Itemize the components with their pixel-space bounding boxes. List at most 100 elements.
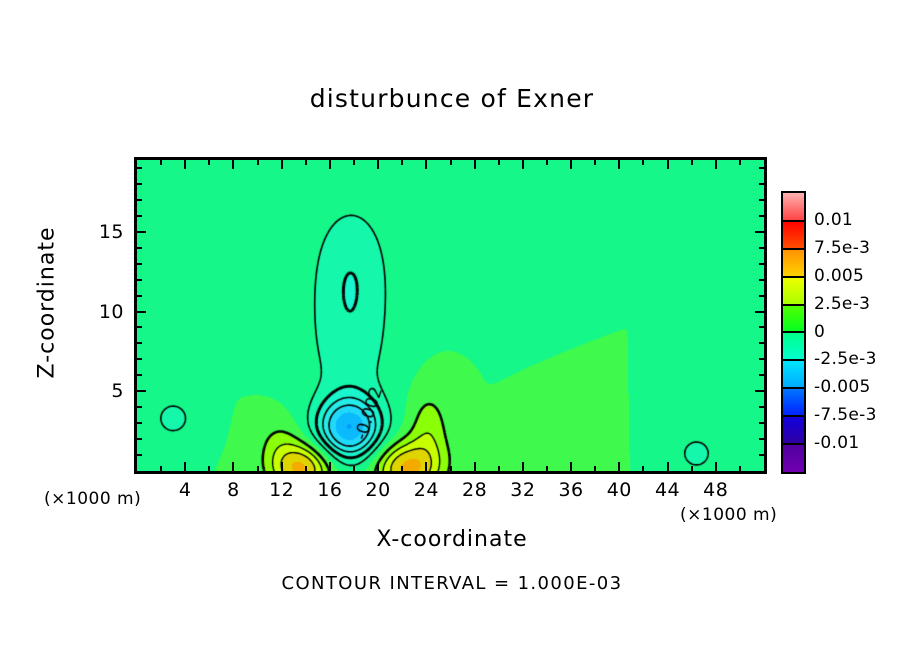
- colorbar-tick-label: -2.5e-3: [814, 349, 877, 370]
- y-axis-tick-right: [759, 294, 764, 297]
- x-axis-tick-top: [184, 160, 187, 169]
- x-axis-tick-top: [521, 160, 524, 169]
- y-axis-tick: [137, 326, 142, 329]
- y-axis-tick-right: [759, 438, 764, 441]
- y-axis-tick: [137, 182, 142, 185]
- y-axis-tick: [137, 358, 142, 361]
- x-axis-tick: [208, 466, 211, 471]
- x-axis-tick-top: [449, 160, 452, 165]
- y-axis-tick: [137, 454, 142, 457]
- colorbar-separator: [783, 247, 804, 250]
- colorbar-separator: [783, 415, 804, 418]
- y-axis-tick-right: [759, 246, 764, 249]
- y-axis-tick: [137, 342, 142, 345]
- y-axis-tick-right: [755, 230, 764, 233]
- x-axis-tick: [328, 462, 331, 471]
- y-axis-tick-right: [759, 278, 764, 281]
- x-axis-tick: [353, 466, 356, 471]
- x-tick-label: 32: [510, 479, 536, 501]
- x-tick-label: 48: [703, 479, 729, 501]
- x-axis-tick-top: [160, 160, 163, 165]
- x-tick-label: 28: [462, 479, 488, 501]
- colorbar-separator: [783, 387, 804, 390]
- x-axis-tick-top: [714, 160, 717, 169]
- colorbar-tick-label: 0.005: [814, 265, 865, 286]
- y-axis-tick: [137, 246, 142, 249]
- x-units-left-label: (×1000 m): [44, 489, 142, 509]
- x-axis-tick: [714, 462, 717, 471]
- colorbar-tick-label: -7.5e-3: [814, 405, 877, 426]
- colorbar: [781, 191, 806, 474]
- y-tick-label: 10: [98, 300, 124, 323]
- x-axis-tick: [401, 466, 404, 471]
- contour-plot-area: [134, 157, 767, 474]
- x-axis-tick: [521, 462, 524, 471]
- x-tick-label: 44: [654, 479, 681, 501]
- y-axis-tick: [137, 310, 146, 313]
- x-axis-tick: [594, 466, 597, 471]
- y-axis-tick-right: [759, 214, 764, 217]
- x-tick-label: 24: [413, 479, 439, 501]
- x-axis-tick-top: [570, 160, 573, 169]
- colorbar-separator: [783, 443, 804, 446]
- y-axis-tick-right: [759, 422, 764, 425]
- colorbar-tick-label: 7.5e-3: [814, 237, 871, 258]
- y-axis-tick: [137, 374, 142, 377]
- y-axis-tick-right: [759, 166, 764, 169]
- colorbar-band-7: [783, 387, 804, 417]
- x-axis-tick: [738, 466, 741, 471]
- y-axis-tick: [137, 422, 142, 425]
- colorbar-tick-label: 2.5e-3: [814, 293, 871, 314]
- colorbar-separator: [783, 331, 804, 334]
- y-axis-tick-right: [755, 390, 764, 393]
- x-axis-tick: [280, 462, 283, 471]
- x-axis-tick: [304, 466, 307, 471]
- y-axis-tick: [137, 390, 146, 393]
- x-axis-tick-top: [594, 160, 597, 165]
- y-axis-tick-right: [759, 358, 764, 361]
- y-axis-tick: [137, 198, 142, 201]
- y-axis-tick: [137, 166, 142, 169]
- x-axis-tick: [642, 466, 645, 471]
- y-axis-tick-right: [759, 374, 764, 377]
- x-axis-tick-top: [353, 160, 356, 165]
- x-axis-tick: [449, 466, 452, 471]
- x-axis-tick: [570, 462, 573, 471]
- y-axis-tick: [137, 278, 142, 281]
- colorbar-band-4: [783, 303, 804, 333]
- x-axis-tick: [232, 462, 235, 471]
- y-axis-tick: [137, 230, 146, 233]
- x-tick-label: 16: [317, 479, 343, 501]
- colorbar-tick-label: 0: [814, 321, 826, 342]
- colorbar-band-5: [783, 331, 804, 361]
- y-axis-tick-right: [759, 198, 764, 201]
- y-axis-tick-right: [759, 454, 764, 457]
- contour-interval-caption: CONTOUR INTERVAL = 1.000E-03: [281, 573, 623, 594]
- x-axis-tick: [497, 466, 500, 471]
- x-axis-tick-top: [545, 160, 548, 165]
- y-tick-label: 15: [98, 220, 124, 243]
- x-axis-tick-top: [497, 160, 500, 165]
- x-axis-tick-top: [256, 160, 259, 165]
- colorbar-band-3: [783, 275, 804, 305]
- colorbar-separator: [783, 219, 804, 222]
- x-axis-tick-top: [473, 160, 476, 169]
- x-axis-tick-top: [208, 160, 211, 165]
- x-axis-tick: [618, 462, 621, 471]
- colorbar-band-2: [783, 247, 804, 277]
- x-tick-label: 36: [558, 479, 584, 501]
- x-axis-tick-top: [642, 160, 645, 165]
- x-axis-tick: [256, 466, 259, 471]
- y-axis-title: Z-coordinate: [34, 226, 60, 379]
- colorbar-separator: [783, 359, 804, 362]
- y-axis-tick-right: [759, 406, 764, 409]
- x-axis-tick-top: [304, 160, 307, 165]
- x-tick-label: 12: [269, 479, 295, 501]
- y-axis-tick: [137, 406, 142, 409]
- colorbar-band-6: [783, 359, 804, 389]
- y-axis-tick-right: [759, 342, 764, 345]
- x-axis-tick-top: [328, 160, 331, 169]
- x-axis-tick-top: [666, 160, 669, 169]
- x-tick-label: 20: [365, 479, 391, 501]
